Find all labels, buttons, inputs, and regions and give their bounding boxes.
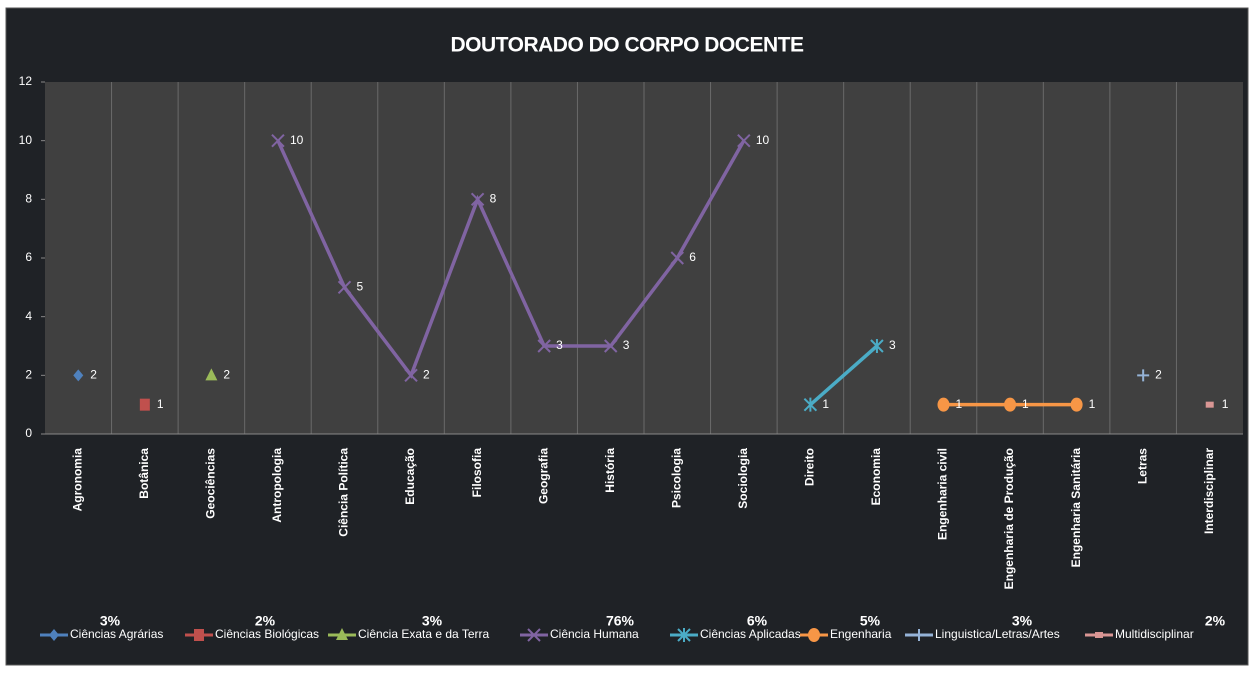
marker [49,629,59,641]
series: 2 [1137,368,1162,382]
marker [139,398,150,411]
marker [1137,369,1150,382]
x-tick-label: Letras [1135,448,1149,484]
legend-percentage: 2% [1205,613,1226,629]
series: 1 [1205,397,1229,411]
x-tick-label: Geografia [536,448,550,504]
x-tick-label: Economia [869,448,883,506]
data-label: 2 [423,368,430,382]
marker [808,628,820,642]
marker [803,397,818,412]
data-label: 1 [1089,397,1096,411]
legend-percentage: 5% [860,613,881,629]
marker [470,192,485,207]
legend-label: Ciências Biológicas [215,627,319,641]
x-tick-label: Ciência Política [337,448,351,537]
x-tick-label: Engenharia de Produção [1002,448,1016,589]
y-tick-label: 12 [19,74,33,88]
series: 13 [803,338,896,412]
marker [336,628,348,640]
legend-percentage: 2% [255,613,276,629]
data-label: 2 [1155,368,1162,382]
x-tick-label: Psicologia [669,448,683,508]
legend-percentage: 3% [422,613,443,629]
data-label: 3 [623,338,630,352]
marker [271,133,285,148]
series: 2 [73,368,97,382]
legend-percentage: 76% [606,613,635,629]
marker [537,339,551,353]
marker [937,397,950,412]
data-label: 5 [357,280,364,294]
marker [604,339,618,353]
x-tick-label: Direito [803,448,817,486]
x-tick-label: História [603,448,617,493]
series: 1 1 1 [937,397,1096,412]
legend-label: Ciências Aplicadas [700,627,801,641]
y-tick-label: 2 [25,368,32,382]
x-tick-label: Interdisciplinar [1202,448,1216,534]
legend-label: Ciência Exata e da Terra [358,627,490,641]
data-label: 1 [956,397,963,411]
legend-percentage: 3% [1012,613,1033,629]
data-label: 1 [1222,397,1229,411]
data-label: 8 [490,192,497,206]
x-tick-label: Filosofia [470,448,484,498]
y-tick-label: 8 [25,192,32,206]
x-tick-label: Engenharia civil [936,448,950,540]
legend-label: Engenharia [830,627,892,641]
marker [670,251,684,265]
y-tick-label: 0 [25,426,32,440]
x-tick-label: Agronomia [70,448,84,512]
legend-label: Multidisciplinar [1115,627,1194,641]
data-label: 3 [889,338,896,352]
y-tick-label: 4 [25,309,32,323]
x-tick-label: Botânica [137,448,151,499]
data-label: 6 [689,250,696,264]
chart-title: DOUTORADO DO CORPO DOCENTE [451,34,804,57]
marker [870,339,884,353]
data-label: 1 [157,397,164,411]
legend-label: Ciência Humana [550,627,639,641]
series-line [809,344,879,406]
x-tick-label: Educação [403,448,417,505]
legend-label: Ciências Agrárias [70,627,163,641]
data-label: 10 [756,133,770,147]
y-tick-label: 10 [19,133,33,147]
x-tick-label: Sociologia [736,448,750,509]
marker [1095,632,1103,638]
data-label: 2 [223,368,230,382]
series-line [276,139,746,379]
data-label: 1 [1022,397,1029,411]
marker [527,628,541,642]
x-tick-label: Engenharia Sanitária [1069,448,1083,568]
legend-label: Linguistica/Letras/Artes [935,627,1060,641]
x-tick-label: Antropologia [270,448,284,523]
data-label: 2 [90,368,97,382]
marker [1004,397,1017,412]
series: 1 [139,397,164,411]
x-tick-label: Geociências [204,448,218,519]
data-label: 1 [822,397,829,411]
marker [677,628,691,642]
marker [1205,401,1214,408]
legend-percentage: 6% [747,613,768,629]
data-label: 10 [290,133,304,147]
marker [913,629,925,641]
marker [404,368,418,383]
marker [1070,397,1083,412]
marker [194,629,204,641]
marker [737,133,751,148]
series: 2 [205,368,230,382]
data-label: 3 [556,338,563,352]
series: 10 5 2 8 3 3 6 10 [271,133,770,383]
marker [205,368,218,381]
marker [73,369,84,382]
y-tick-label: 6 [25,250,32,264]
legend-percentage: 3% [100,613,121,629]
marker [337,280,352,295]
